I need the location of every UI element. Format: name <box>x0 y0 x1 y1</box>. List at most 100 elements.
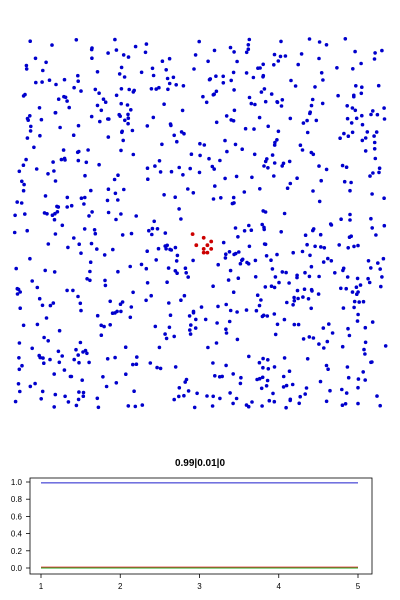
scatter-point-blue <box>227 250 232 254</box>
scatter-point-blue <box>292 299 297 303</box>
scatter-point-blue <box>211 394 215 399</box>
scatter-point-blue <box>95 70 100 74</box>
scatter-point-blue <box>309 306 314 311</box>
scatter-point-blue <box>35 322 40 327</box>
scatter-point-blue <box>224 252 228 256</box>
scatter-point-blue <box>234 174 239 179</box>
scatter-point-blue <box>218 158 222 163</box>
scatter-point-blue <box>260 375 265 380</box>
scatter-point-blue <box>53 179 58 183</box>
scatter-point-blue <box>223 176 227 181</box>
scatter-point-blue <box>244 71 249 75</box>
scatter-point-blue <box>187 314 192 318</box>
scatter-point-blue <box>252 127 256 131</box>
scatter-point-blue <box>120 130 124 135</box>
scatter-point-blue <box>313 244 317 249</box>
scatter-point-blue <box>309 103 314 108</box>
scatter-point-blue <box>42 361 46 366</box>
scatter-point-blue <box>79 89 83 93</box>
scatter-point-blue <box>79 308 83 313</box>
scatter-point-blue <box>65 195 70 200</box>
scatter-point-blue <box>34 80 38 85</box>
scatter-point-blue <box>247 354 251 359</box>
scatter-point-blue <box>172 397 176 402</box>
scatter-point-blue <box>162 102 166 106</box>
scatter-point-blue <box>51 301 56 305</box>
scatter-point-blue <box>40 80 44 84</box>
scatter-point-blue <box>232 201 236 205</box>
scatter-point-blue <box>165 243 169 248</box>
scatter-point-blue <box>162 193 166 197</box>
scatter-point-blue <box>177 165 181 170</box>
scatter-point-blue <box>348 218 352 222</box>
scatter-point-blue <box>374 130 379 134</box>
scatter-point-blue <box>46 172 50 176</box>
scatter-point-blue <box>188 328 192 332</box>
scatter-point-blue <box>47 78 52 82</box>
scatter-point-blue <box>305 357 310 361</box>
scatter-point-blue <box>324 363 329 368</box>
scatter-point-blue <box>173 245 178 250</box>
scatter-point-blue <box>68 374 73 379</box>
scatter-point-blue <box>288 397 293 402</box>
scatter-point-blue <box>299 52 304 56</box>
scatter-point-blue <box>144 42 149 46</box>
scatter-point-blue <box>60 223 65 228</box>
scatter-point-blue <box>113 191 118 196</box>
scatter-point-blue <box>346 246 351 250</box>
scatter-point-blue <box>122 75 127 79</box>
scatter-point-blue <box>12 230 17 235</box>
scatter-point-blue <box>352 305 356 310</box>
scatter-point-blue <box>329 259 334 263</box>
scatter-point-blue <box>88 278 92 283</box>
scatter-point-blue <box>287 159 292 164</box>
scatter-point-blue <box>18 306 23 311</box>
scatter-point-blue <box>28 39 32 43</box>
scatter-point-blue <box>79 251 83 255</box>
scatter-point-blue <box>347 235 352 239</box>
scatter-point-blue <box>340 344 345 349</box>
scatter-point-blue <box>281 374 286 379</box>
scatter-point-blue <box>363 378 368 382</box>
scatter-point-blue <box>370 320 375 324</box>
scatter-point-blue <box>55 210 60 214</box>
scatter-point-blue <box>201 94 205 99</box>
scatter-point-blue <box>264 254 269 258</box>
scatter-point-blue <box>257 115 262 120</box>
scatter-point-blue <box>179 217 183 221</box>
scatter-point-blue <box>272 174 276 178</box>
scatter-point-blue <box>279 230 284 234</box>
scatter-point-blue <box>85 351 89 356</box>
scatter-point-blue <box>28 384 33 389</box>
scatter-point-blue <box>263 159 268 164</box>
scatter-point-blue <box>87 214 91 218</box>
scatter-point-blue <box>265 314 270 318</box>
scatter-point-blue <box>292 322 297 327</box>
scatter-point-blue <box>298 394 303 399</box>
scatter-point-blue <box>363 136 368 140</box>
y-tick-label: 0.6 <box>11 512 23 521</box>
scatter-point-blue <box>128 264 132 269</box>
scatter-point-blue <box>134 362 139 367</box>
scatter-point-blue <box>114 381 119 385</box>
scatter-point-blue <box>116 173 120 177</box>
scatter-point-blue <box>311 189 315 193</box>
scatter-point-blue <box>89 241 94 246</box>
scatter-point-blue <box>285 300 289 305</box>
scatter-point-blue <box>296 62 301 67</box>
scatter-point-blue <box>128 315 133 320</box>
scatter-point-blue <box>108 323 112 327</box>
scatter-point-blue <box>214 341 219 345</box>
scatter-point-blue <box>129 305 134 309</box>
scatter-point-blue <box>52 372 56 376</box>
scatter-point-red <box>205 250 210 255</box>
scatter-point-blue <box>363 340 368 345</box>
scatter-point-blue <box>369 216 373 221</box>
scatter-point-blue <box>82 227 87 231</box>
scatter-point-blue <box>208 77 213 81</box>
scatter-point-blue <box>145 166 150 170</box>
scatter-point-blue <box>126 112 130 117</box>
scatter-point-blue <box>269 92 274 96</box>
scatter-point-red <box>209 247 214 251</box>
scatter-point-blue <box>338 136 342 140</box>
